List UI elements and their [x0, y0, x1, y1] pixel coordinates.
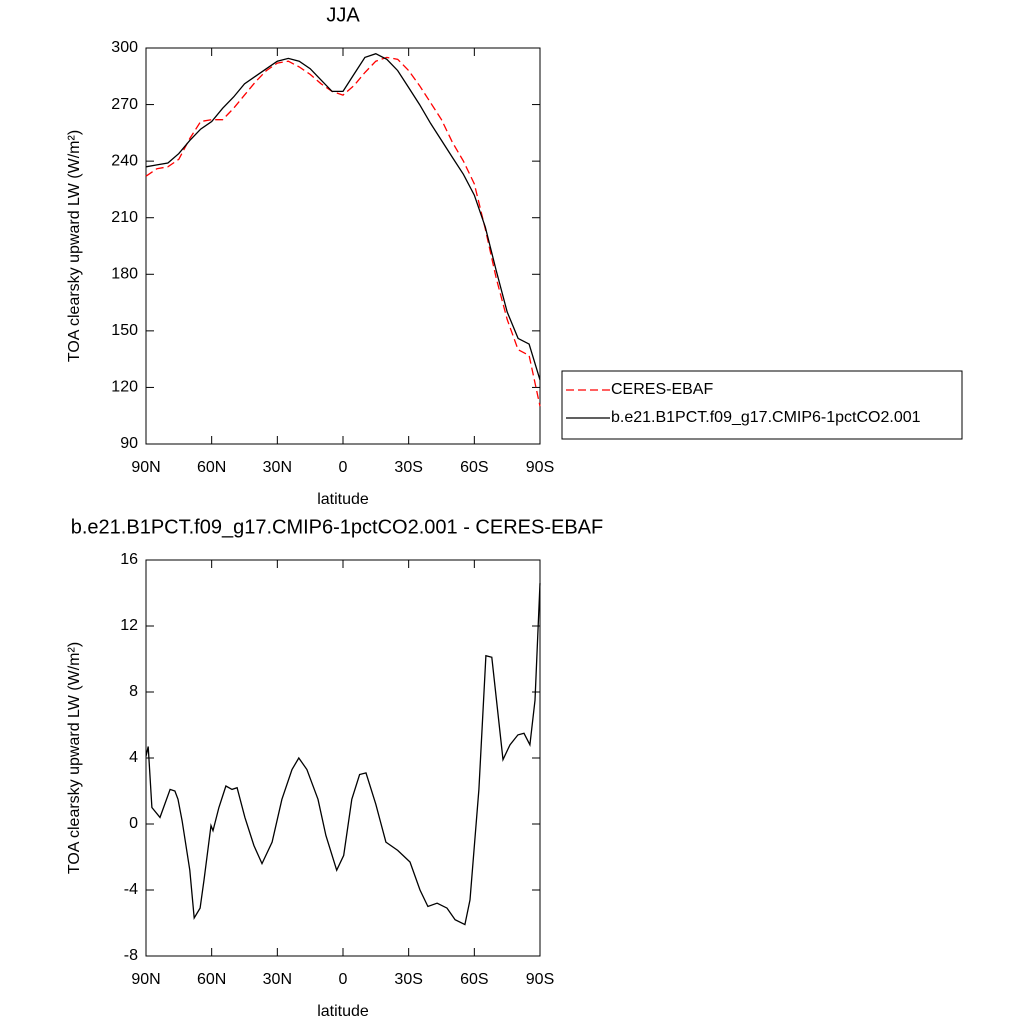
y-tick-label: -8	[124, 947, 138, 964]
y-tick-label: 180	[111, 266, 138, 283]
x-tick-label: 90S	[526, 459, 554, 476]
y-tick-label: 16	[120, 551, 138, 568]
y-tick-label: 240	[111, 152, 138, 169]
x-axis-label: latitude	[317, 1003, 369, 1020]
chart-title: b.e21.B1PCT.f09_g17.CMIP6-1pctCO2.001 - …	[71, 516, 603, 538]
x-tick-label: 0	[339, 971, 348, 988]
legend-box	[561, 370, 963, 440]
data-line	[145, 52, 541, 381]
x-tick-label: 30N	[263, 971, 292, 988]
x-tick-label: 90N	[131, 459, 160, 476]
x-tick-label: 60N	[197, 459, 226, 476]
data-line	[145, 56, 541, 407]
chart-title: JJA	[326, 4, 360, 26]
x-tick-label: 0	[339, 459, 348, 476]
y-tick-label: 8	[129, 683, 138, 700]
y-axis-label: TOA clearsky upward LW (W/m²)	[66, 642, 83, 874]
y-tick-label: -4	[124, 881, 138, 898]
x-tick-label: 90S	[526, 971, 554, 988]
x-tick-label: 60S	[460, 971, 488, 988]
y-axis-label: TOA clearsky upward LW (W/m²)	[66, 130, 83, 362]
legend-label: CERES-EBAF	[611, 381, 713, 398]
y-tick-label: 300	[111, 39, 138, 56]
y-tick-label: 120	[111, 379, 138, 396]
legend-label: b.e21.B1PCT.f09_g17.CMIP6-1pctCO2.001	[611, 409, 921, 426]
y-tick-label: 4	[129, 749, 138, 766]
y-tick-label: 270	[111, 96, 138, 113]
x-tick-label: 30S	[394, 459, 422, 476]
x-tick-label: 30N	[263, 459, 292, 476]
x-tick-label: 60N	[197, 971, 226, 988]
y-tick-label: 150	[111, 322, 138, 339]
plot-frame	[145, 47, 541, 445]
y-tick-label: 210	[111, 209, 138, 226]
x-tick-label: 30S	[394, 971, 422, 988]
data-line	[145, 583, 541, 926]
x-axis-label: latitude	[317, 491, 369, 508]
x-tick-label: 90N	[131, 971, 160, 988]
y-tick-label: 90	[120, 435, 138, 452]
y-tick-label: 0	[129, 815, 138, 832]
y-tick-label: 12	[120, 617, 138, 634]
x-tick-label: 60S	[460, 459, 488, 476]
